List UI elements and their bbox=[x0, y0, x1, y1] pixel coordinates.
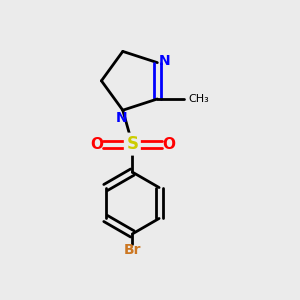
Text: CH₃: CH₃ bbox=[188, 94, 209, 104]
Text: O: O bbox=[90, 136, 103, 152]
Text: Br: Br bbox=[124, 243, 141, 257]
Text: O: O bbox=[162, 136, 175, 152]
Text: N: N bbox=[116, 111, 127, 124]
Text: N: N bbox=[159, 54, 170, 68]
Text: S: S bbox=[126, 135, 138, 153]
